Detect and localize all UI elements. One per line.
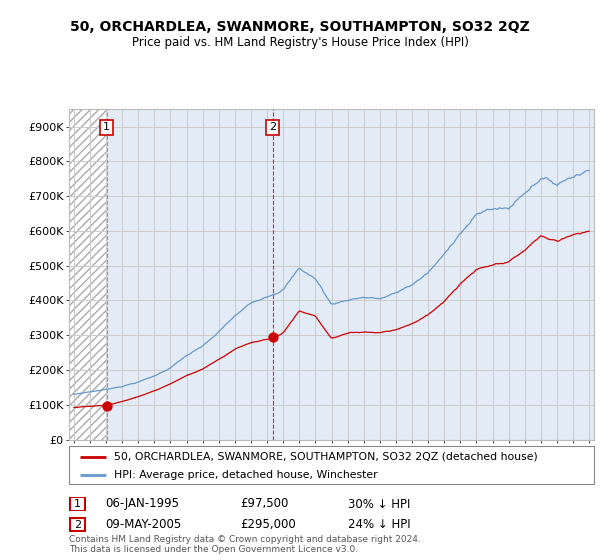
Bar	[69, 109, 107, 440]
Text: 2: 2	[74, 520, 81, 530]
Text: 1: 1	[103, 123, 110, 132]
Text: £295,000: £295,000	[240, 518, 296, 531]
Text: 30% ↓ HPI: 30% ↓ HPI	[348, 497, 410, 511]
Text: Price paid vs. HM Land Registry's House Price Index (HPI): Price paid vs. HM Land Registry's House …	[131, 36, 469, 49]
Text: 24% ↓ HPI: 24% ↓ HPI	[348, 518, 410, 531]
Text: 2: 2	[269, 123, 276, 132]
Text: Contains HM Land Registry data © Crown copyright and database right 2024.
This d: Contains HM Land Registry data © Crown c…	[69, 535, 421, 554]
Text: £97,500: £97,500	[240, 497, 289, 511]
Point	[268, 333, 278, 342]
Text: 50, ORCHARDLEA, SWANMORE, SOUTHAMPTON, SO32 2QZ (detached house): 50, ORCHARDLEA, SWANMORE, SOUTHAMPTON, S…	[113, 452, 538, 462]
Text: 1: 1	[74, 499, 81, 509]
Text: 50, ORCHARDLEA, SWANMORE, SOUTHAMPTON, SO32 2QZ: 50, ORCHARDLEA, SWANMORE, SOUTHAMPTON, S…	[70, 20, 530, 34]
Text: HPI: Average price, detached house, Winchester: HPI: Average price, detached house, Winc…	[113, 470, 377, 480]
Point	[102, 401, 112, 410]
Text: 09-MAY-2005: 09-MAY-2005	[105, 518, 181, 531]
Text: 06-JAN-1995: 06-JAN-1995	[105, 497, 179, 511]
